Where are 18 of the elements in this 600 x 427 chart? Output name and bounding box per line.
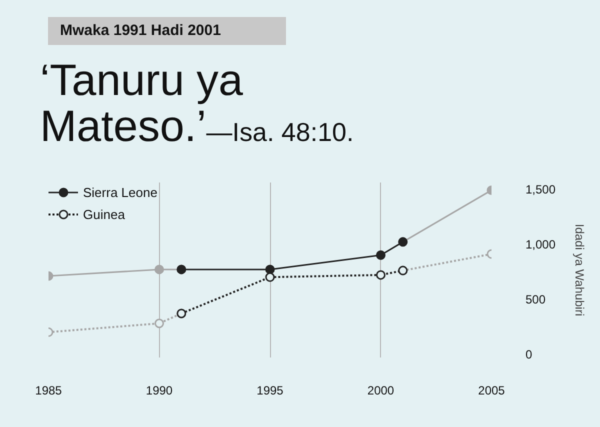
x-tick-label: 1990 <box>146 384 173 398</box>
text: —Isa. 48:10. <box>206 117 354 147</box>
y-tick-label: 500 <box>526 292 546 307</box>
x-tick-label: 2005 <box>478 384 506 398</box>
y-tick-label: 0 <box>526 348 532 362</box>
point <box>265 264 275 274</box>
point <box>376 270 386 280</box>
x-tick-label: 1985 <box>35 384 62 398</box>
y-tick-label: 1,500 <box>526 182 556 197</box>
x-tick-label: 1995 <box>256 384 284 398</box>
y-axis-title: Idadi ya Wahubiri <box>572 224 587 316</box>
legend-label: Sierra Leone <box>83 184 158 200</box>
chart-subtitle: Mwaka 1991 Hadi 2001 <box>48 17 286 45</box>
point <box>376 250 386 260</box>
legend-label: Guinea <box>83 206 125 222</box>
x-tick-label: 2000 <box>367 384 394 398</box>
y-tick-label: 1,000 <box>526 238 556 252</box>
point <box>265 272 275 282</box>
